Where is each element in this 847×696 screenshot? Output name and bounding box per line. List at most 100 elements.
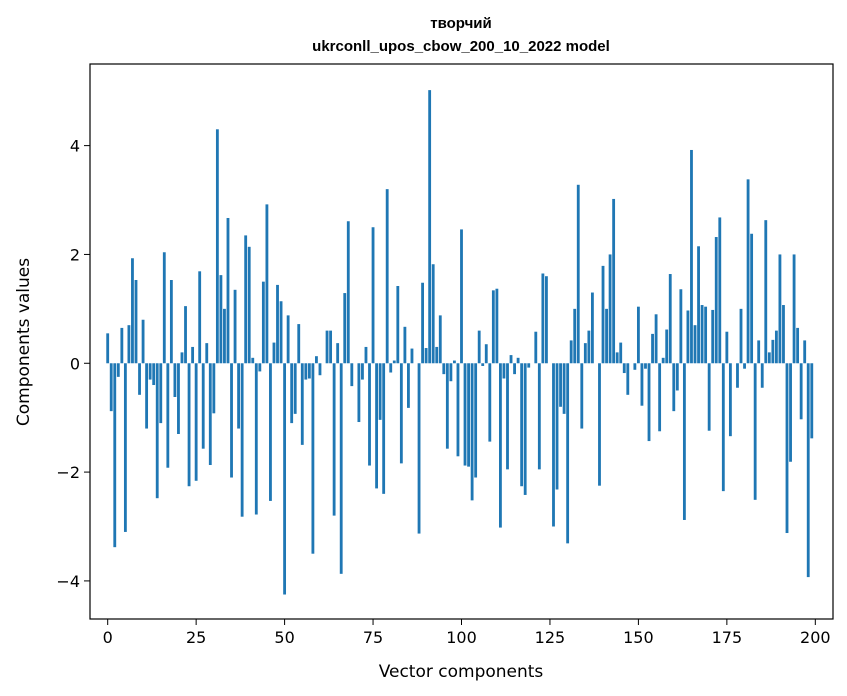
bar-19 xyxy=(173,363,177,397)
bar-58 xyxy=(311,363,315,554)
x-tick-label: 200 xyxy=(800,628,831,647)
bar-116 xyxy=(516,357,520,364)
bar-90 xyxy=(424,348,428,364)
bar-1 xyxy=(109,363,113,412)
bar-131 xyxy=(569,340,573,364)
bar-38 xyxy=(240,363,244,517)
bar-11 xyxy=(145,363,149,429)
bar-129 xyxy=(562,363,566,414)
bar-76 xyxy=(375,363,378,489)
bar-99 xyxy=(456,363,460,457)
bar-64 xyxy=(332,363,336,516)
bar-25 xyxy=(194,363,198,481)
bar-43 xyxy=(258,363,262,372)
y-axis-ticks: −4 −2 0 2 4 xyxy=(56,137,90,591)
bar-126 xyxy=(552,363,555,527)
bar-72 xyxy=(361,363,364,380)
y-tick-label: −4 xyxy=(56,572,80,591)
bar-113 xyxy=(506,363,509,470)
bar-34 xyxy=(226,217,230,364)
bar-134 xyxy=(580,363,584,429)
bar-77 xyxy=(378,363,382,420)
bar-7 xyxy=(131,258,134,364)
bar-111 xyxy=(499,363,502,528)
bar-59 xyxy=(315,356,318,364)
bar-30 xyxy=(212,363,216,414)
bar-127 xyxy=(555,363,559,490)
bar-27 xyxy=(201,363,205,449)
bar-48 xyxy=(276,284,279,364)
bar-119 xyxy=(527,363,531,368)
bar-198 xyxy=(806,363,810,578)
bar-89 xyxy=(421,282,424,364)
bar-17 xyxy=(166,363,170,468)
bar-163 xyxy=(682,363,686,520)
bar-41 xyxy=(251,357,255,364)
bar-187 xyxy=(767,352,771,364)
bar-74 xyxy=(368,363,371,466)
chart-title: творчий xyxy=(430,15,491,32)
bar-50 xyxy=(283,363,287,595)
bar-23 xyxy=(187,363,191,487)
bar-144 xyxy=(615,352,619,364)
bar-13 xyxy=(152,363,156,386)
bar-160 xyxy=(672,363,676,412)
bar-69 xyxy=(350,363,354,387)
bar-14 xyxy=(155,363,159,499)
x-tick-label: 100 xyxy=(446,628,477,647)
bar-55 xyxy=(300,363,304,445)
bar-44 xyxy=(261,281,265,364)
bar-22 xyxy=(184,306,187,364)
bar-140 xyxy=(601,265,605,364)
bar-100 xyxy=(460,229,463,364)
y-axis-label: Components values xyxy=(14,258,34,426)
bar-137 xyxy=(590,292,594,364)
bar-63 xyxy=(329,330,333,364)
bar-24 xyxy=(191,346,195,364)
bar-80 xyxy=(389,363,393,373)
bar-122 xyxy=(537,363,541,470)
bar-20 xyxy=(177,363,180,434)
bar-168 xyxy=(700,305,704,364)
bar-92 xyxy=(431,264,435,364)
bar-101 xyxy=(463,363,467,466)
bar-66 xyxy=(339,363,343,574)
bar-152 xyxy=(644,363,647,369)
bar-33 xyxy=(223,308,226,364)
bar-190 xyxy=(778,254,782,364)
bar-31 xyxy=(215,129,219,364)
bar-128 xyxy=(559,363,562,407)
bar-170 xyxy=(707,363,711,431)
bar-73 xyxy=(364,346,368,364)
bar-65 xyxy=(336,343,340,364)
bar-29 xyxy=(208,363,212,466)
plot-frame xyxy=(89,63,834,620)
bar-102 xyxy=(467,363,470,467)
bar-40 xyxy=(247,246,251,364)
x-tick-label: 0 xyxy=(103,628,113,647)
bar-189 xyxy=(774,330,778,364)
bar-165 xyxy=(690,149,693,364)
y-tick-label: 2 xyxy=(70,245,80,264)
bar-172 xyxy=(714,237,718,364)
bar-178 xyxy=(736,363,739,388)
bar-106 xyxy=(481,363,485,366)
bar-88 xyxy=(417,363,421,534)
bar-173 xyxy=(718,217,722,364)
x-tick-label: 75 xyxy=(363,628,383,647)
bar-85 xyxy=(407,363,410,408)
chart-subtitle: ukrconll_upos_cbow_200_10_2022 model xyxy=(312,38,610,55)
bar-53 xyxy=(293,363,297,414)
bar-105 xyxy=(477,330,481,364)
bar-150 xyxy=(636,306,640,364)
bar-21 xyxy=(180,352,184,364)
bar-37 xyxy=(237,363,241,429)
bar-91 xyxy=(428,90,432,364)
bar-186 xyxy=(764,220,768,364)
bar-49 xyxy=(279,301,283,364)
bar-107 xyxy=(484,344,488,364)
bar-62 xyxy=(325,330,329,364)
bar-188 xyxy=(771,339,775,364)
x-tick-label: 150 xyxy=(623,628,654,647)
